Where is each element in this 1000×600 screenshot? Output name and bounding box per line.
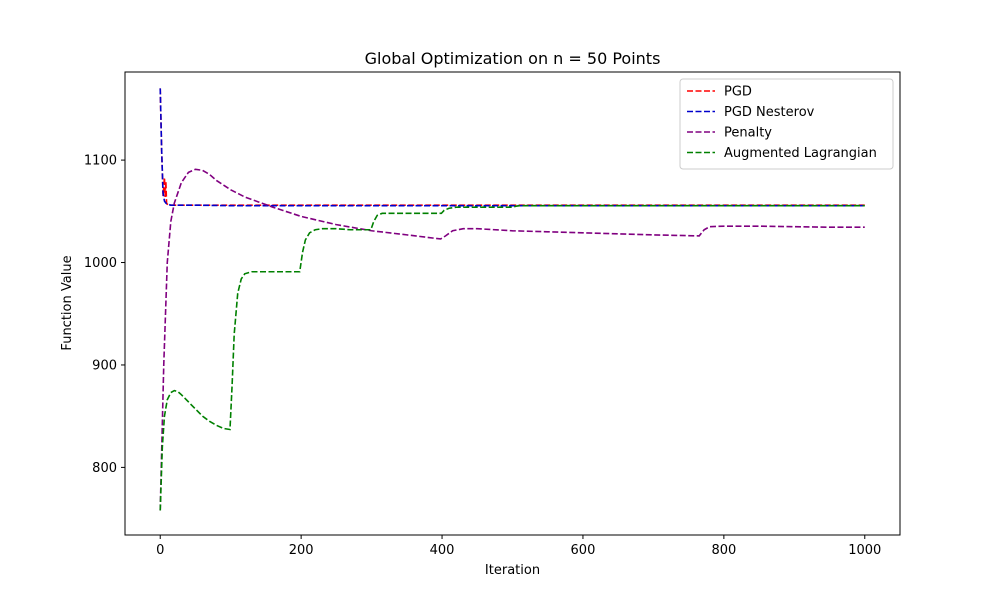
x-tick-label: 800: [711, 543, 736, 558]
legend-label: PGD: [724, 85, 752, 100]
legend-label: Augmented Lagrangian: [724, 146, 877, 161]
series-line-augmented-lagrangian: [159, 204, 865, 511]
x-axis-title: Iteration: [485, 563, 540, 578]
y-axis-title: Function Value: [60, 255, 75, 350]
plot-area: 0 200 400 600 800 1000 800 900 1000 1100: [84, 71, 901, 558]
legend-label: PGD Nesterov: [724, 105, 815, 120]
plot-frame: [124, 71, 901, 536]
series-line-pgd-nesterov: [159, 88, 865, 207]
y-tick-label: 1100: [84, 154, 117, 169]
x-tick-label: 600: [571, 543, 596, 558]
legend: PGD PGD Nesterov Penalty Augmented Lagrangi…: [679, 78, 894, 170]
x-tick-label: 200: [289, 543, 314, 558]
y-tick-label: 1000: [84, 256, 117, 271]
y-tick-label: 900: [92, 358, 117, 373]
x-tick-label: 1000: [848, 543, 881, 558]
legend-label: Penalty: [724, 126, 772, 141]
chart-title: Global Optimization on n = 50 Points: [365, 49, 661, 68]
x-tick-label: 0: [156, 543, 164, 558]
x-tick-label: 400: [430, 543, 455, 558]
series-line-penalty: [159, 168, 865, 511]
y-tick-label: 800: [92, 461, 117, 476]
legend-box: [679, 78, 894, 170]
